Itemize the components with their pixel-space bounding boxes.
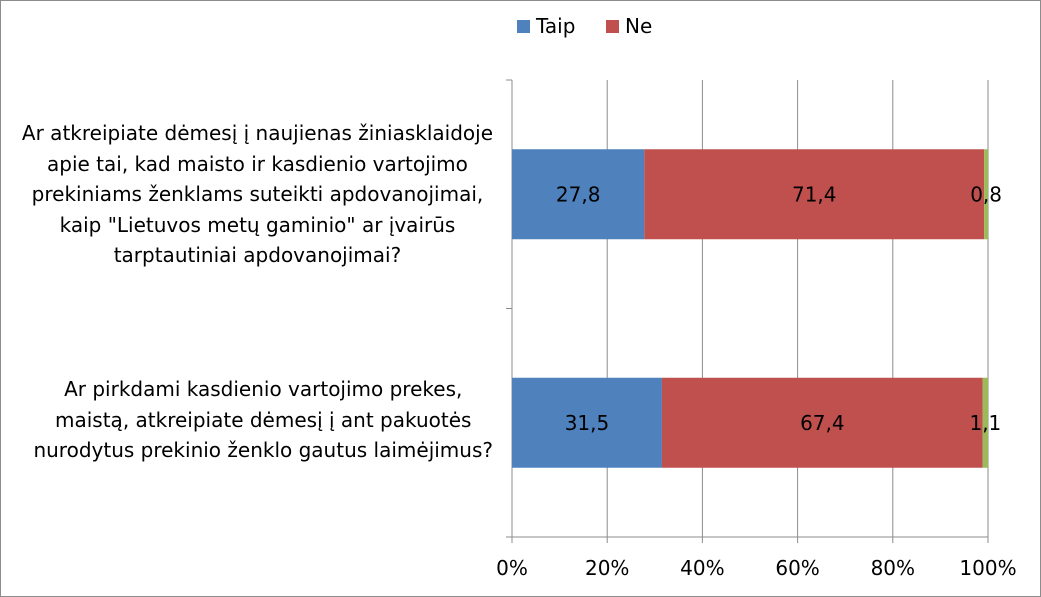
- category-label-line: prekiniams ženklams suteikti apdovanojim…: [31, 182, 484, 207]
- data-label: 71,4: [792, 182, 837, 206]
- category-label-package-awards: Ar pirkdami kasdienio vartojimo prekes, m…: [33, 374, 493, 466]
- legend: Taip Ne: [0, 14, 1041, 42]
- category-label-line: kaip "Lietuvos metų gaminio" ar įvairūs: [59, 212, 456, 237]
- bar-segment: [984, 149, 988, 240]
- legend-swatch-ne: [606, 19, 619, 33]
- tick-label: 0%: [496, 556, 528, 580]
- data-label: 31,5: [565, 411, 610, 435]
- bar-segment: [512, 149, 645, 240]
- category-label-line: Ar pirkdami kasdienio vartojimo prekes,: [64, 377, 463, 401]
- category-label-line: tarptautiniai apdovanojimai?: [113, 243, 402, 268]
- category-label-line: Ar atkreipiate dėmesį į naujienas žinias…: [21, 121, 493, 145]
- legend-swatch-taip: [517, 19, 530, 33]
- category-label-awards-news: Ar atkreipiate dėmesį į naujienas žinias…: [22, 118, 493, 271]
- tick-label: 60%: [775, 556, 819, 580]
- data-label: 27,8: [556, 182, 601, 206]
- tick-label: 80%: [871, 556, 915, 580]
- tick-label: 40%: [680, 556, 724, 580]
- tick-label: 20%: [585, 556, 629, 580]
- legend-label-ne: Ne: [625, 14, 653, 38]
- bar-segment: [644, 149, 985, 240]
- legend-item-ne: Ne: [606, 14, 652, 38]
- tick-label: 100%: [959, 556, 1016, 580]
- bar-segment: [512, 377, 662, 468]
- data-label: 0,8: [970, 182, 1002, 206]
- legend-item-taip: Taip: [517, 14, 575, 38]
- category-label-line: maistą, atkreipiate dėmesį į ant pakuotė…: [55, 407, 472, 432]
- bar-segment: [982, 377, 988, 468]
- category-label-line: nurodytus prekinio ženklo gautus laimėji…: [33, 438, 493, 463]
- data-label: 67,4: [800, 411, 845, 435]
- legend-label-taip: Taip: [536, 14, 576, 38]
- bar-segment: [661, 377, 983, 468]
- category-label-line: apie tai, kad maisto ir kasdienio vartoj…: [47, 151, 468, 176]
- data-label: 1,1: [969, 411, 1001, 435]
